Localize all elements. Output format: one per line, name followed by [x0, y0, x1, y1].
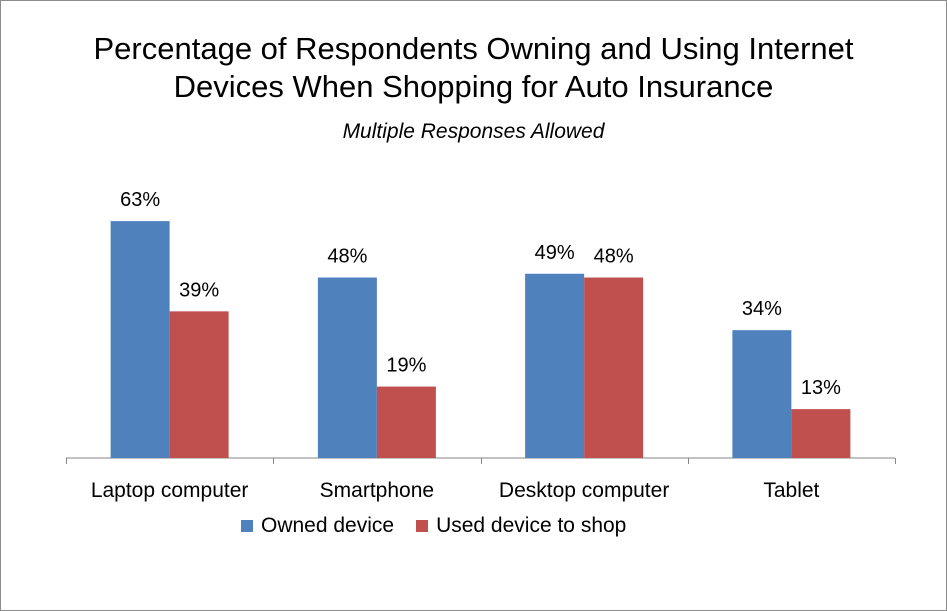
data-label-used-0: 39% [179, 279, 219, 301]
legend-item-used: Used device to shop [416, 514, 626, 538]
bar-used-2 [584, 277, 644, 458]
chart-title-line-1: Percentage of Respondents Owning and Usi… [93, 31, 854, 66]
data-label-used-2: 48% [594, 246, 634, 268]
bar-owned-1 [317, 277, 377, 458]
category-label-0: Laptop computer [91, 479, 249, 502]
chart-title-line-2: Devices When Shopping for Auto Insurance [173, 69, 774, 104]
bar-used-1 [376, 386, 436, 458]
data-label-used-1: 19% [386, 355, 426, 377]
legend-item-owned: Owned device [241, 514, 394, 538]
data-label-used-3: 13% [801, 377, 841, 399]
category-label-3: Tablet [763, 479, 819, 502]
bar-owned-3 [732, 330, 792, 458]
category-label-1: Smartphone [320, 479, 434, 502]
bar-used-3 [791, 409, 851, 458]
data-label-owned-1: 48% [327, 246, 367, 268]
legend-label-owned: Owned device [261, 514, 395, 537]
legend-swatch-used [416, 520, 429, 532]
bar-owned-0 [110, 221, 170, 458]
legend-swatch-owned [241, 520, 253, 532]
chart-legend: Owned device Used device to shop [241, 514, 648, 538]
bar-used-0 [169, 311, 229, 458]
data-label-owned-3: 34% [742, 298, 782, 320]
chart-subtitle: Multiple Responses Allowed [342, 120, 605, 143]
data-label-owned-0: 63% [120, 189, 160, 211]
data-label-owned-2: 49% [535, 242, 575, 264]
legend-label-used: Used device to shop [436, 514, 627, 537]
category-label-2: Desktop computer [499, 479, 669, 502]
bar-owned-2 [525, 273, 585, 458]
